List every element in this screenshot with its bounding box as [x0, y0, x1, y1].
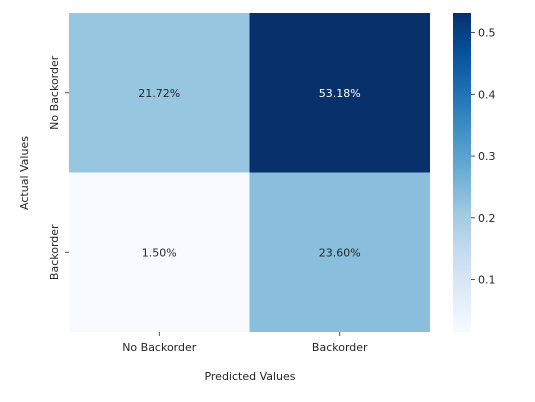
x-tick-label: No Backorder	[122, 341, 197, 354]
heatmap-cell	[69, 172, 250, 332]
cell-value-label: 23.60%	[319, 246, 361, 259]
colorbar-tick-label: 0.3	[478, 150, 496, 163]
cell-value-label: 21.72%	[138, 87, 180, 100]
colorbar-tick-label: 0.4	[478, 88, 496, 101]
heatmap-cell	[249, 172, 430, 332]
y-tick-label: No Backorder	[48, 55, 61, 130]
y-axis: Actual Values No Backorder Backorder	[18, 55, 69, 280]
heatmap-cell	[249, 13, 430, 173]
heatmap-cell	[69, 13, 250, 173]
colorbar-gradient	[453, 13, 471, 332]
x-axis-label: Predicted Values	[204, 370, 295, 383]
x-tick-label: Backorder	[312, 341, 368, 354]
y-axis-label: Actual Values	[18, 136, 31, 210]
colorbar-tick-label: 0.5	[478, 27, 496, 40]
colorbar-tick-label: 0.1	[478, 274, 496, 287]
cell-value-label: 53.18%	[319, 87, 361, 100]
cell-value-label: 1.50%	[142, 246, 177, 259]
x-axis: Predicted Values No Backorder Backorder	[122, 332, 368, 383]
colorbar: 0.1 0.2 0.3 0.4 0.5	[453, 13, 496, 332]
colorbar-tick-label: 0.2	[478, 212, 496, 225]
y-tick-label: Backorder	[48, 224, 61, 280]
heatmap-cells: 21.72% 53.18% 1.50% 23.60%	[69, 13, 430, 332]
